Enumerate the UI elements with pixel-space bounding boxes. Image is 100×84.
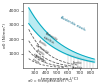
Text: Low-alloy
steels: Low-alloy steels [31,54,47,68]
Text: Ferritic
stainless: Ferritic stainless [33,48,48,62]
X-axis label: temperature (°C): temperature (°C) [41,77,78,81]
Text: σ0 = f(temperature) (°C): σ0 = f(temperature) (°C) [28,79,72,83]
Text: Austenitic
stainless: Austenitic stainless [42,31,59,46]
Text: Ferritic
martensitic: Ferritic martensitic [34,39,52,55]
Y-axis label: σ0 (N/mm²): σ0 (N/mm²) [4,23,8,48]
Text: Ferritic
pearlitic: Ferritic pearlitic [72,61,83,70]
Text: Austenitic steels: Austenitic steels [59,15,86,32]
